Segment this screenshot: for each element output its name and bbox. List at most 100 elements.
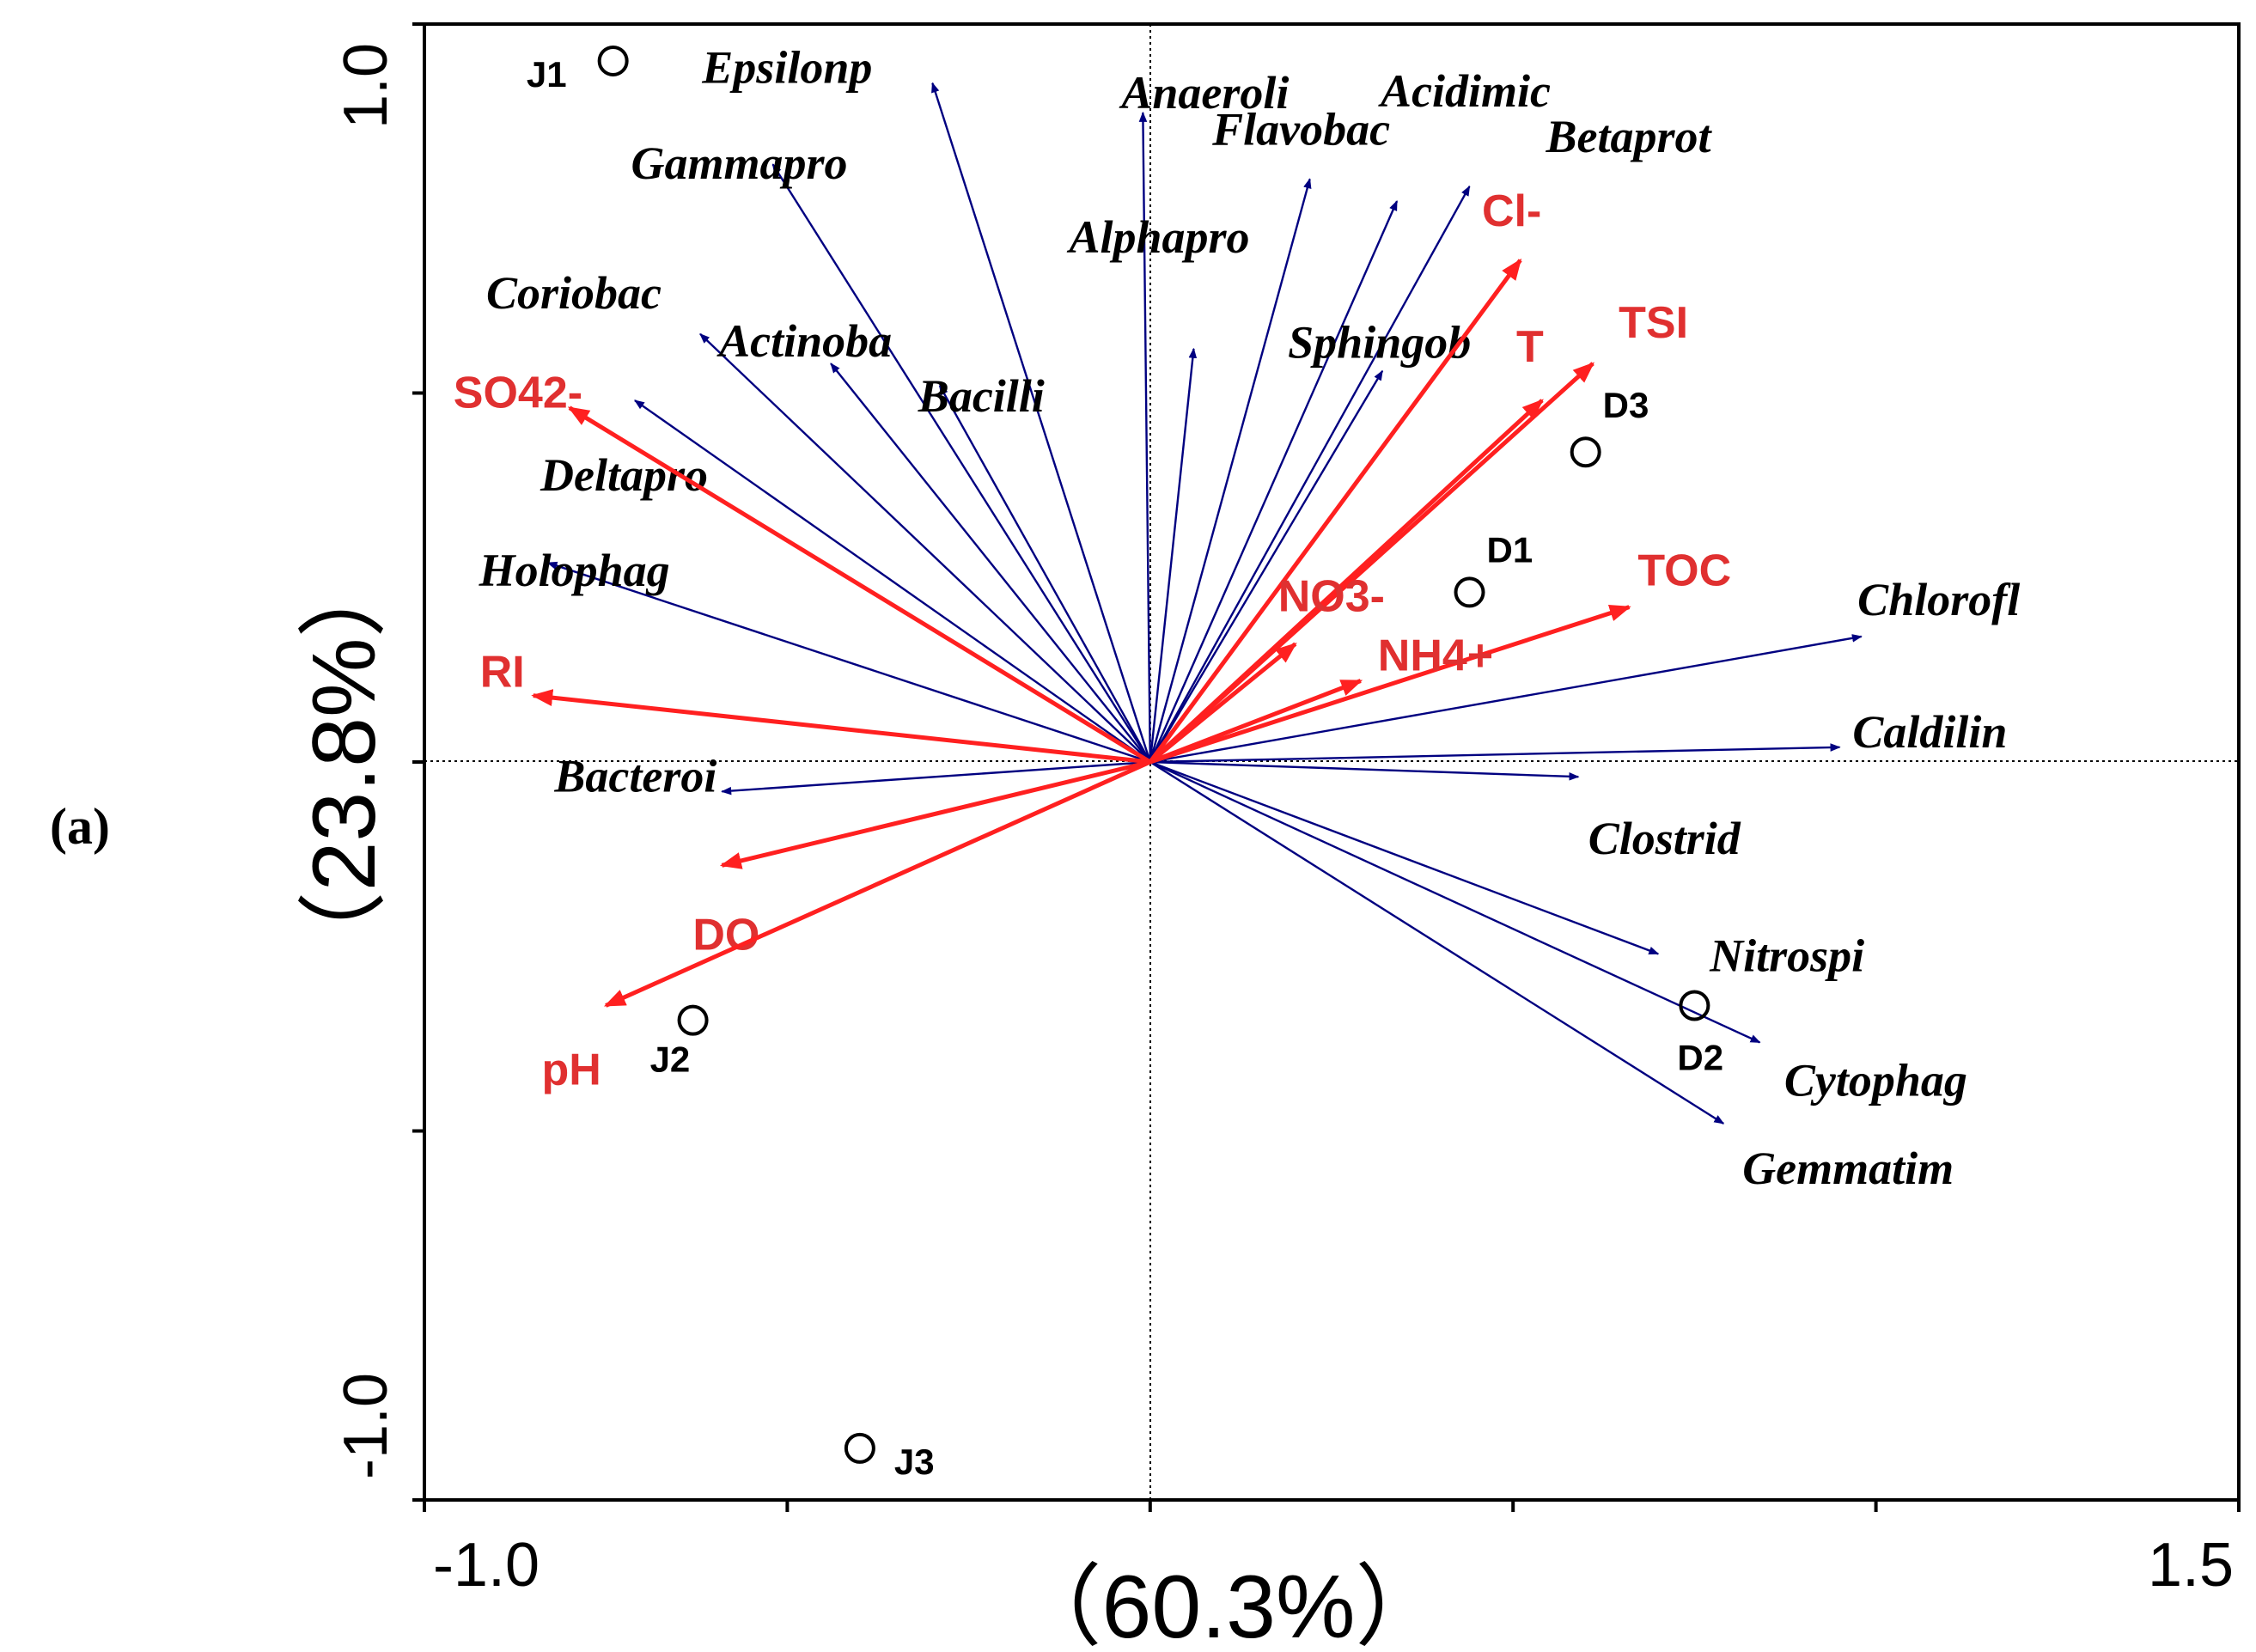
site-label-j2: J2 [650,1039,691,1080]
env-label-nh4plus: NH4+ [1378,631,1493,681]
x-tick-label-min: -1.0 [433,1531,540,1600]
species-label-clostrid: Clostrid [1588,813,1741,864]
site-label-d3: D3 [1603,385,1649,425]
env-arrow-ph [603,759,1151,1008]
species-label-acidimic: Acidimic [1378,65,1551,117]
species-gammapro: Gammapro [631,137,1151,763]
site-point-j2 [677,1004,709,1036]
species-arrow-chlorofl [1149,634,1863,764]
species-alphapro: Alphapro [1066,211,1250,763]
env-label-no3minus: NO3- [1278,572,1385,622]
env-clminus: Cl- [1148,186,1541,764]
site-label-j1: J1 [527,54,567,94]
species-label-flavobac: Flavobac [1211,103,1390,155]
x-axis-ticks [423,1500,2241,1512]
species-arrow-caldilin [1149,743,1841,764]
species-epsilonp: Epsilonp [701,42,1151,763]
species-label-gammapro: Gammapro [631,137,848,189]
species-arrow-holophag [546,561,1151,764]
species-arrow-gemmatim [1149,760,1725,1125]
env-ri: RI [480,648,1151,765]
site-point-j3 [844,1432,875,1464]
species-coriobac: Coriobac [486,267,1151,763]
site-point-d3 [1570,436,1601,468]
y-tick-label-min: -1.0 [332,1373,400,1479]
env-label-clminus: Cl- [1482,186,1541,236]
site-label-d2: D2 [1677,1037,1723,1077]
y-axis-title: （23.8%） [295,549,394,981]
species-label-sphingob: Sphingob [1288,317,1471,369]
species-label-anaeroli: Anaeroli [1119,67,1289,119]
species-label-gemmatim: Gemmatim [1742,1143,1954,1194]
y-axis-ticks [412,22,424,1502]
env-label-tsi: TSI [1619,298,1688,348]
species-arrow-coriobac [699,332,1151,763]
species-arrow-bacteroi [721,760,1150,796]
env-arrow-nh4plus [1149,679,1363,765]
site-label-j3: J3 [894,1442,935,1482]
species-label-actinoba: Actinoba [716,315,892,367]
x-tick-label-max: 1.5 [2148,1531,2234,1600]
site-label-d1: D1 [1487,529,1533,570]
species-label-coriobac: Coriobac [486,267,662,319]
env-toc: TOC [1149,546,1731,765]
env-arrow-toc [1149,605,1631,765]
species-sphingob: Sphingob [1149,317,1471,763]
species-arrows: Epsilonp Anaeroli Gammapro FlavobacAcidimic… [479,42,2021,1194]
env-arrow-do [719,759,1151,869]
site-d2: D2 [1677,990,1723,1077]
species-label-cytophag: Cytophag [1784,1054,1967,1106]
species-arrow-cytophag [1149,760,1761,1044]
species-arrow-sphingob [1149,369,1384,763]
env-nh4plus: NH4+ [1149,631,1493,765]
species-label-betaprot: Betaprot [1546,111,1713,162]
env-label-so42minus: SO42- [454,369,582,418]
site-d3: D3 [1570,385,1649,468]
species-flavobac: Flavobac [1149,103,1390,763]
env-t: T [1149,322,1544,764]
species-label-bacteroi: Bacteroi [553,750,716,802]
site-j2: J2 [650,1004,709,1080]
env-label-toc: TOC [1637,546,1731,596]
species-label-holophag: Holophag [479,545,670,596]
y-tick-label-max: 1.0 [332,43,400,129]
species-chlorofl: Chlorofl [1149,574,2020,764]
species-arrow-epsilonp [931,82,1151,763]
species-label-epsilonp: Epsilonp [701,42,872,94]
species-cytophag: Cytophag [1149,760,1967,1106]
species-arrow-betaprot [1149,185,1471,763]
site-point-d2 [1679,990,1710,1021]
env-so42minus: SO42- [454,369,1152,765]
species-label-alphapro: Alphapro [1066,211,1249,263]
site-d1: D1 [1454,529,1533,608]
species-arrow-deltapro [634,399,1151,763]
site-j3: J3 [844,1432,935,1482]
species-arrow-alphapro [1149,347,1198,763]
species-arrow-actinoba [830,363,1151,763]
species-holophag: Holophag [479,545,1151,764]
species-label-bacilli: Bacilli [918,370,1045,422]
species-acidimic: Acidimic [1149,65,1551,763]
panel-label: (a) [50,798,110,855]
site-points: J1 J2 J3 D1 D2 D3 [527,45,1723,1482]
env-label-ph: pH [542,1045,601,1094]
species-caldilin: Caldilin [1149,706,2007,764]
species-bacilli: Bacilli [918,370,1151,763]
env-ph: pH [542,759,1151,1094]
species-label-caldilin: Caldilin [1852,706,2007,758]
species-arrow-acidimic [1149,200,1399,763]
species-betaprot: Betaprot [1149,111,1713,763]
env-arrow-ri [531,689,1151,765]
species-arrow-nitrospi [1149,760,1660,955]
env-arrow-t [1149,399,1544,764]
species-clostrid: Clostrid [1149,760,1741,864]
species-label-chlorofl: Chlorofl [1857,574,2020,625]
env-arrow-clminus [1148,258,1522,764]
species-bacteroi: Bacteroi [553,750,1150,802]
env-arrow-no3minus [1149,642,1297,764]
species-actinoba: Actinoba [716,315,1151,763]
species-arrow-gammapro [771,163,1151,763]
species-anaeroli: Anaeroli [1119,67,1289,763]
species-arrow-clostrid [1149,760,1580,781]
